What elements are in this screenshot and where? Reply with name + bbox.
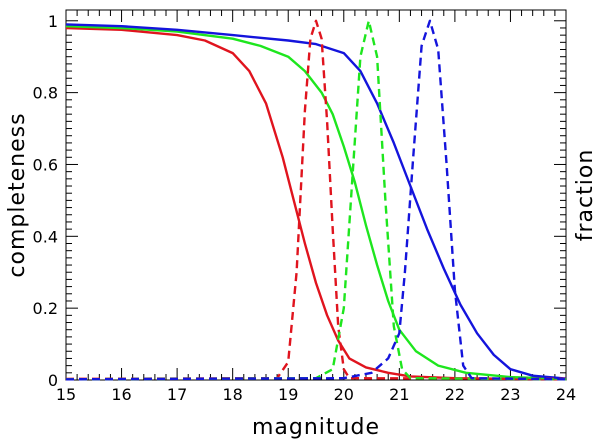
y-tick-label: 0.6 — [33, 155, 58, 174]
series-line-fraction-blue — [65, 19, 567, 381]
x-tick-label: 22 — [445, 385, 465, 404]
y-tick-label: 0 — [48, 371, 58, 390]
y-tick-label: 0.2 — [33, 299, 58, 318]
x-tick-label: 21 — [389, 385, 409, 404]
x-tick-label: 18 — [222, 385, 242, 404]
y-tick-label: 0.4 — [33, 227, 58, 246]
tick-labels-layer: 15 16 17 18 19 20 21 22 23 24 0 0.2 0.4 0.6 0.8 1 — [33, 12, 577, 404]
y-tick-label: 1 — [48, 12, 58, 31]
series-line-completeness-blue — [65, 23, 567, 380]
x-tick-label: 16 — [111, 385, 131, 404]
series-line-completeness-green — [65, 25, 567, 381]
x-tick-label: 15 — [56, 385, 76, 404]
series-line-fraction-red — [65, 19, 567, 381]
x-tick-label: 19 — [278, 385, 298, 404]
x-tick-label: 24 — [556, 385, 576, 404]
series-layer — [65, 19, 567, 381]
ticks-layer — [65, 10, 567, 381]
plot-frame — [65, 9, 567, 381]
y2-axis-title: fraction — [573, 149, 598, 242]
y-tick-label: 0.8 — [33, 84, 58, 103]
x-tick-label: 20 — [334, 385, 354, 404]
series-line-fraction-green — [65, 19, 567, 381]
x-axis-title: magnitude — [252, 415, 380, 440]
x-tick-label: 17 — [167, 385, 187, 404]
series-line-completeness-red — [65, 26, 567, 381]
y-axis-title: completeness — [5, 112, 30, 277]
x-tick-label: 23 — [500, 385, 520, 404]
